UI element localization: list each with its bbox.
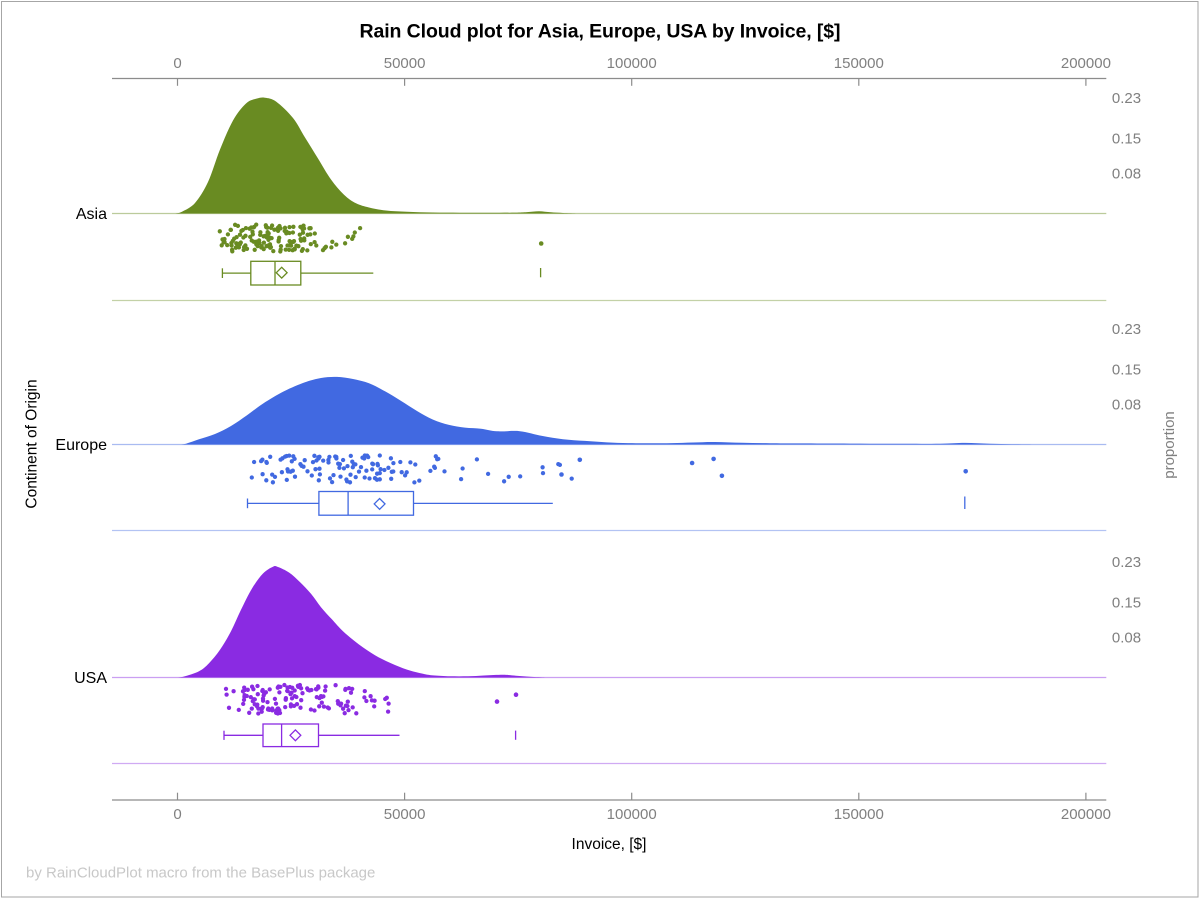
svg-text:200000: 200000 (1061, 806, 1111, 823)
svg-text:Europe: Europe (55, 437, 107, 454)
svg-text:150000: 150000 (834, 55, 884, 72)
svg-text:0.23: 0.23 (1112, 321, 1141, 338)
svg-text:0.08: 0.08 (1112, 630, 1141, 647)
svg-text:50000: 50000 (384, 55, 426, 72)
svg-text:0.08: 0.08 (1112, 397, 1141, 414)
svg-text:0: 0 (173, 806, 181, 823)
svg-text:proportion: proportion (1161, 411, 1178, 479)
svg-text:Continent of Origin: Continent of Origin (24, 379, 41, 508)
svg-text:0: 0 (173, 55, 181, 72)
svg-text:Invoice, [$]: Invoice, [$] (572, 836, 647, 853)
svg-text:Asia: Asia (76, 206, 107, 223)
svg-text:Rain Cloud plot for Asia, Euro: Rain Cloud plot for Asia, Europe, USA by… (360, 21, 841, 43)
svg-text:100000: 100000 (607, 806, 657, 823)
svg-text:150000: 150000 (834, 806, 884, 823)
svg-text:0.08: 0.08 (1112, 166, 1141, 183)
svg-text:0.23: 0.23 (1112, 90, 1141, 107)
svg-text:100000: 100000 (607, 55, 657, 72)
svg-text:by RainCloudPlot macro from th: by RainCloudPlot macro from the BasePlus… (26, 865, 375, 882)
svg-text:50000: 50000 (384, 806, 426, 823)
svg-text:0.15: 0.15 (1112, 361, 1141, 378)
svg-text:0.23: 0.23 (1112, 554, 1141, 571)
svg-text:USA: USA (74, 670, 107, 687)
svg-text:0.15: 0.15 (1112, 594, 1141, 611)
svg-text:0.15: 0.15 (1112, 131, 1141, 148)
svg-text:200000: 200000 (1061, 55, 1111, 72)
